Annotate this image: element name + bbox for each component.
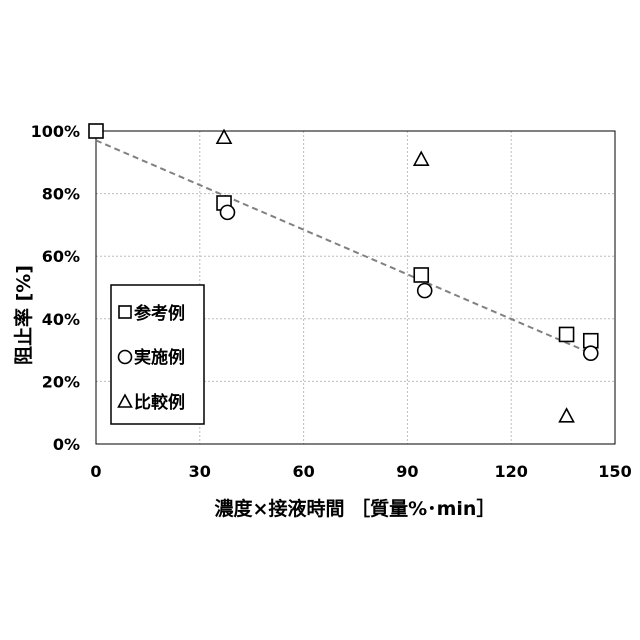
y-axis-title: 阻止率 [%] — [12, 265, 35, 365]
y-tick-label: 80% — [42, 185, 80, 204]
marker-square — [560, 327, 574, 341]
legend-label-hikaku: 比較例 — [134, 392, 185, 413]
y-tick-label: 40% — [42, 310, 80, 329]
y-tick-label: 20% — [42, 372, 80, 391]
x-tick-label: 90 — [396, 462, 418, 481]
marker-square — [89, 124, 103, 138]
y-tick-label: 60% — [42, 247, 80, 266]
x-tick-label: 120 — [494, 462, 527, 481]
marker-circle — [418, 284, 432, 298]
legend-label-jisshi: 実施例 — [134, 347, 185, 368]
y-tick-label: 100% — [31, 122, 80, 141]
x-tick-label: 60 — [292, 462, 314, 481]
marker-circle — [584, 346, 598, 360]
x-tick-label: 0 — [90, 462, 101, 481]
marker-square — [414, 268, 428, 282]
legend-label-sankou: 参考例 — [134, 303, 185, 324]
x-axis-title: 濃度×接液時間 ［質量%･min］ — [215, 497, 496, 520]
legend: 参考例 実施例 比較例 — [111, 285, 204, 424]
y-tick-label: 0% — [53, 435, 80, 454]
marker-circle — [220, 205, 234, 219]
x-tick-label: 150 — [598, 462, 631, 481]
x-tick-label: 30 — [189, 462, 211, 481]
